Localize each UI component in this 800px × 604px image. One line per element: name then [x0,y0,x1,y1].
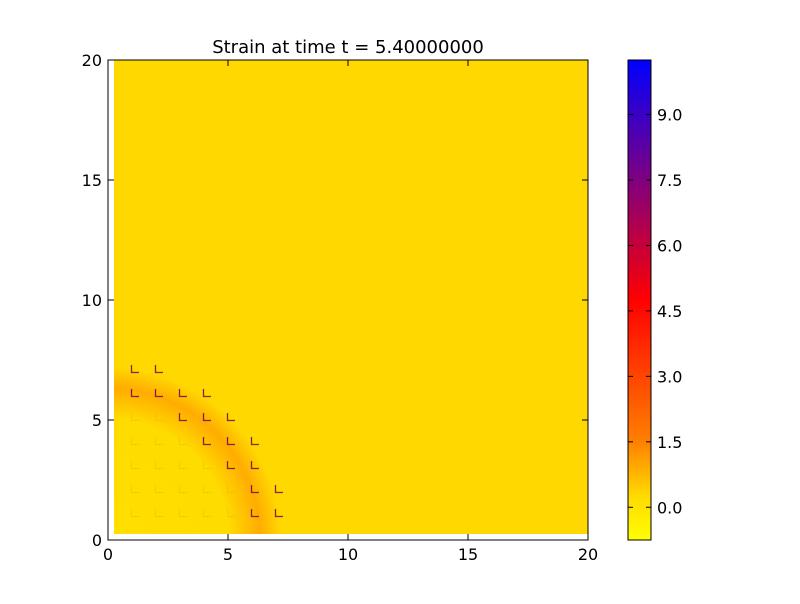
x-axis: 0 5 10 15 20 [103,60,598,564]
defect-mark [131,485,139,493]
colorbar-tick-label: 0.0 [657,498,682,517]
defect-mark [250,437,259,446]
defect-mark [274,509,283,518]
x-tick-label: 10 [338,545,358,564]
defect-mark [179,509,187,517]
defect-mark [227,485,235,493]
defect-mark [226,413,235,422]
x-tick-label: 20 [578,545,598,564]
x-tick-label: 15 [458,545,478,564]
x-tick-label: 5 [223,545,233,564]
defect-mark [178,413,187,422]
defect-mark [250,485,259,494]
defect-mark [131,461,139,469]
colorbar-tick-label: 4.5 [657,302,682,321]
defect-mark [179,461,187,469]
colorbar-tick-label: 1.5 [657,433,682,452]
defect-mark [178,389,187,398]
chart-title: Strain at time t = 5.40000000 [212,37,484,58]
defect-mark [131,413,139,421]
colorbar-ticks: 0.0 1.5 3.0 4.5 6.0 7.5 9.0 [628,106,682,517]
defect-mark [226,461,235,470]
defect-mark [226,437,235,446]
y-tick-label: 5 [92,411,102,430]
y-tick-label: 15 [82,171,102,190]
plot-area [108,60,588,540]
colorbar-gradient [627,59,652,541]
defect-mark [155,413,163,421]
defect-mark [154,365,163,374]
defect-mark [154,389,163,398]
defect-mark [203,461,211,469]
defect-mark [179,437,187,445]
colorbar-tick-label: 6.0 [657,236,682,255]
defect-mark [155,461,163,469]
defect-mark [130,389,139,398]
defect-mark [250,509,259,518]
defect-mark [202,437,211,446]
defect-mark [155,485,163,493]
y-tick-label: 0 [92,531,102,550]
defect-mark [155,437,163,445]
defect-mark [179,485,187,493]
defect-mark [131,509,139,517]
defect-mark [202,413,211,422]
colorbar-tick-label: 3.0 [657,367,682,386]
colorbar: 0.0 1.5 3.0 4.5 6.0 7.5 9.0 [627,59,682,541]
defect-mark [130,365,139,374]
defect-mark [274,485,283,494]
y-tick-label: 10 [82,291,102,310]
defect-marks [130,365,283,518]
x-tick-label: 0 [103,545,113,564]
defect-mark [155,509,163,517]
defect-mark [131,437,139,445]
defect-mark [203,485,211,493]
colorbar-tick-label: 7.5 [657,171,682,190]
defect-mark [202,389,211,398]
defect-mark [250,461,259,470]
y-axis: 0 5 10 15 20 [82,51,588,550]
defect-mark [227,509,235,517]
colorbar-tick-label: 9.0 [657,106,682,125]
defect-mark [203,509,211,517]
y-tick-label: 20 [82,51,102,70]
